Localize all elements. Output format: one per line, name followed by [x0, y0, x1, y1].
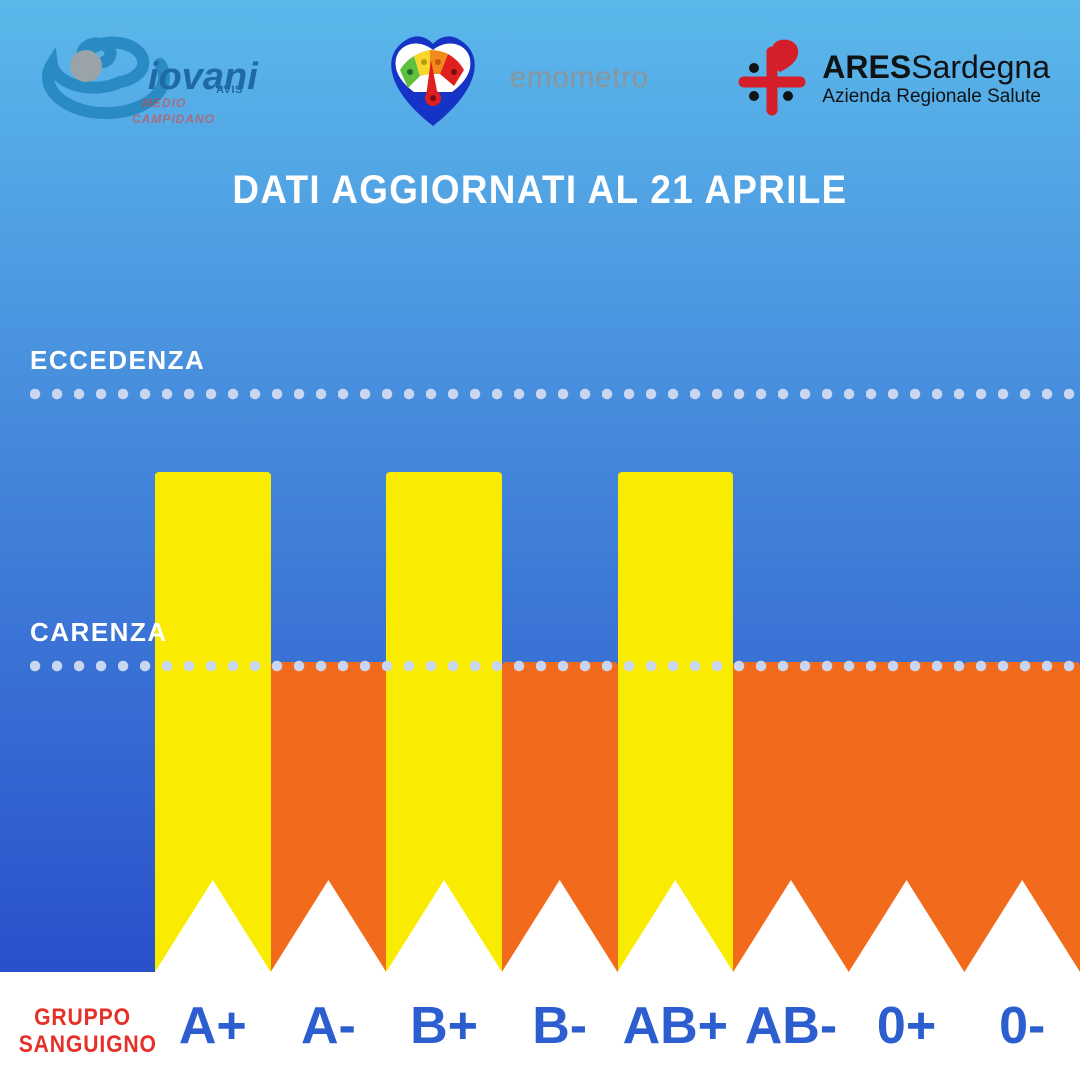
threshold-eccedenza-label: ECCEDENZA — [30, 345, 205, 376]
xlabel-AB-: AB- — [733, 972, 849, 1080]
zigzag-footer-shape — [155, 880, 1080, 972]
emometro-label: emometro — [510, 61, 649, 95]
xlabel-A-: A- — [271, 972, 387, 1080]
zig-tooth — [733, 880, 849, 972]
zig-tooth — [618, 880, 734, 972]
ares-cross-icon — [736, 38, 808, 118]
xlabel-0-: 0- — [964, 972, 1080, 1080]
giovani-sub2: CAMPIDANO — [132, 112, 215, 126]
xlabel-B+: B+ — [386, 972, 502, 1080]
logo-ares: ARESSardegna Azienda Regionale Salute — [736, 38, 1050, 118]
logo-giovani: iovani AVIS MEDIO CAMPIDANO — [30, 18, 290, 138]
zig-tooth — [964, 880, 1080, 972]
threshold-carenza-line — [30, 660, 1080, 672]
xlabel-A+: A+ — [155, 972, 271, 1080]
logo-emometro: emometro — [378, 26, 649, 131]
ares-sub: Sardegna — [911, 49, 1050, 85]
zig-tooth — [502, 880, 618, 972]
ares-line2: Azienda Regionale Salute — [822, 86, 1050, 108]
emometro-heart-icon — [378, 26, 488, 131]
xlabel-B-: B- — [502, 972, 618, 1080]
zig-tooth — [155, 880, 271, 972]
zig-tooth — [849, 880, 965, 972]
threshold-eccedenza-line — [30, 388, 1080, 400]
zig-tooth — [386, 880, 502, 972]
axis-title: GRUPPOSANGUIGNO — [19, 1005, 147, 1058]
giovani-sub1: MEDIO — [142, 96, 186, 110]
page-title: DATI AGGIORNATI AL 21 APRILE — [43, 168, 1037, 213]
xlabel-0+: 0+ — [849, 972, 965, 1080]
header: iovani AVIS MEDIO CAMPIDANO — [0, 8, 1080, 148]
ares-main: ARES — [822, 49, 911, 85]
giovani-avis-text: AVIS — [216, 84, 243, 96]
ares-text: ARESSardegna Azienda Regionale Salute — [822, 49, 1050, 108]
threshold-carenza-label: CARENZA — [30, 617, 168, 648]
xlabel-AB+: AB+ — [618, 972, 734, 1080]
x-axis: A+A-B+B-AB+AB-0+0- — [155, 972, 1080, 1080]
zig-tooth — [271, 880, 387, 972]
